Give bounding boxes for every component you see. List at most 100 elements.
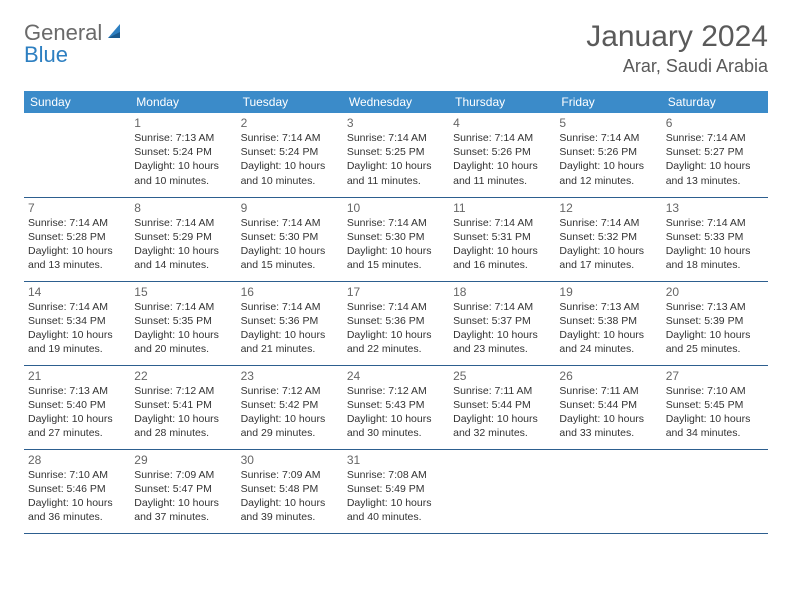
sunset-text: Sunset: 5:47 PM	[134, 482, 232, 496]
day-number: 23	[241, 369, 339, 383]
daylight-text: Daylight: 10 hours and 28 minutes.	[134, 412, 232, 440]
month-title: January 2024	[586, 20, 768, 54]
day-info: Sunrise: 7:13 AMSunset: 5:40 PMDaylight:…	[28, 384, 126, 441]
day-number: 9	[241, 201, 339, 215]
weekday-header: Wednesday	[343, 91, 449, 113]
calendar-cell: 25Sunrise: 7:11 AMSunset: 5:44 PMDayligh…	[449, 365, 555, 449]
day-number: 4	[453, 116, 551, 130]
day-number: 16	[241, 285, 339, 299]
daylight-text: Daylight: 10 hours and 29 minutes.	[241, 412, 339, 440]
sunrise-text: Sunrise: 7:11 AM	[453, 384, 551, 398]
day-number: 21	[28, 369, 126, 383]
sunset-text: Sunset: 5:31 PM	[453, 230, 551, 244]
sunset-text: Sunset: 5:25 PM	[347, 145, 445, 159]
daylight-text: Daylight: 10 hours and 17 minutes.	[559, 244, 657, 272]
sunset-text: Sunset: 5:28 PM	[28, 230, 126, 244]
daylight-text: Daylight: 10 hours and 12 minutes.	[559, 159, 657, 187]
sunset-text: Sunset: 5:49 PM	[347, 482, 445, 496]
daylight-text: Daylight: 10 hours and 37 minutes.	[134, 496, 232, 524]
sunrise-text: Sunrise: 7:10 AM	[666, 384, 764, 398]
daylight-text: Daylight: 10 hours and 24 minutes.	[559, 328, 657, 356]
sunrise-text: Sunrise: 7:13 AM	[28, 384, 126, 398]
day-info: Sunrise: 7:14 AMSunset: 5:30 PMDaylight:…	[347, 216, 445, 273]
calendar-cell: 26Sunrise: 7:11 AMSunset: 5:44 PMDayligh…	[555, 365, 661, 449]
calendar-row: 14Sunrise: 7:14 AMSunset: 5:34 PMDayligh…	[24, 281, 768, 365]
sunrise-text: Sunrise: 7:14 AM	[241, 216, 339, 230]
title-block: January 2024 Arar, Saudi Arabia	[586, 20, 768, 77]
sunset-text: Sunset: 5:24 PM	[241, 145, 339, 159]
sunrise-text: Sunrise: 7:14 AM	[347, 131, 445, 145]
day-info: Sunrise: 7:11 AMSunset: 5:44 PMDaylight:…	[453, 384, 551, 441]
daylight-text: Daylight: 10 hours and 14 minutes.	[134, 244, 232, 272]
day-number: 28	[28, 453, 126, 467]
sunset-text: Sunset: 5:36 PM	[347, 314, 445, 328]
sunrise-text: Sunrise: 7:08 AM	[347, 468, 445, 482]
sunrise-text: Sunrise: 7:14 AM	[28, 300, 126, 314]
sunrise-text: Sunrise: 7:14 AM	[28, 216, 126, 230]
day-info: Sunrise: 7:14 AMSunset: 5:25 PMDaylight:…	[347, 131, 445, 188]
sunset-text: Sunset: 5:45 PM	[666, 398, 764, 412]
sunset-text: Sunset: 5:26 PM	[559, 145, 657, 159]
calendar-cell: 16Sunrise: 7:14 AMSunset: 5:36 PMDayligh…	[237, 281, 343, 365]
day-info: Sunrise: 7:12 AMSunset: 5:41 PMDaylight:…	[134, 384, 232, 441]
day-number: 24	[347, 369, 445, 383]
calendar-cell: 13Sunrise: 7:14 AMSunset: 5:33 PMDayligh…	[662, 197, 768, 281]
sunset-text: Sunset: 5:24 PM	[134, 145, 232, 159]
calendar-cell: 9Sunrise: 7:14 AMSunset: 5:30 PMDaylight…	[237, 197, 343, 281]
calendar-cell: 20Sunrise: 7:13 AMSunset: 5:39 PMDayligh…	[662, 281, 768, 365]
sunrise-text: Sunrise: 7:11 AM	[559, 384, 657, 398]
sunrise-text: Sunrise: 7:09 AM	[241, 468, 339, 482]
sunrise-text: Sunrise: 7:13 AM	[559, 300, 657, 314]
calendar-cell	[24, 113, 130, 197]
day-info: Sunrise: 7:09 AMSunset: 5:48 PMDaylight:…	[241, 468, 339, 525]
calendar-cell	[449, 449, 555, 533]
sunset-text: Sunset: 5:35 PM	[134, 314, 232, 328]
sunrise-text: Sunrise: 7:13 AM	[666, 300, 764, 314]
sunrise-text: Sunrise: 7:12 AM	[241, 384, 339, 398]
sunrise-text: Sunrise: 7:09 AM	[134, 468, 232, 482]
daylight-text: Daylight: 10 hours and 32 minutes.	[453, 412, 551, 440]
daylight-text: Daylight: 10 hours and 11 minutes.	[347, 159, 445, 187]
calendar-cell: 28Sunrise: 7:10 AMSunset: 5:46 PMDayligh…	[24, 449, 130, 533]
calendar-cell: 11Sunrise: 7:14 AMSunset: 5:31 PMDayligh…	[449, 197, 555, 281]
calendar-cell: 24Sunrise: 7:12 AMSunset: 5:43 PMDayligh…	[343, 365, 449, 449]
logo-sail-icon	[106, 22, 126, 45]
day-number: 17	[347, 285, 445, 299]
calendar-cell: 7Sunrise: 7:14 AMSunset: 5:28 PMDaylight…	[24, 197, 130, 281]
day-info: Sunrise: 7:11 AMSunset: 5:44 PMDaylight:…	[559, 384, 657, 441]
sunrise-text: Sunrise: 7:13 AM	[134, 131, 232, 145]
sunset-text: Sunset: 5:34 PM	[28, 314, 126, 328]
day-number: 31	[347, 453, 445, 467]
sunrise-text: Sunrise: 7:14 AM	[453, 216, 551, 230]
daylight-text: Daylight: 10 hours and 33 minutes.	[559, 412, 657, 440]
calendar-body: 1Sunrise: 7:13 AMSunset: 5:24 PMDaylight…	[24, 113, 768, 533]
calendar-cell: 31Sunrise: 7:08 AMSunset: 5:49 PMDayligh…	[343, 449, 449, 533]
sunset-text: Sunset: 5:30 PM	[347, 230, 445, 244]
calendar-cell: 22Sunrise: 7:12 AMSunset: 5:41 PMDayligh…	[130, 365, 236, 449]
day-info: Sunrise: 7:14 AMSunset: 5:36 PMDaylight:…	[347, 300, 445, 357]
day-info: Sunrise: 7:14 AMSunset: 5:26 PMDaylight:…	[559, 131, 657, 188]
header: General January 2024 Arar, Saudi Arabia	[24, 20, 768, 77]
calendar-cell: 29Sunrise: 7:09 AMSunset: 5:47 PMDayligh…	[130, 449, 236, 533]
day-number: 27	[666, 369, 764, 383]
sunrise-text: Sunrise: 7:14 AM	[347, 300, 445, 314]
day-info: Sunrise: 7:14 AMSunset: 5:32 PMDaylight:…	[559, 216, 657, 273]
daylight-text: Daylight: 10 hours and 22 minutes.	[347, 328, 445, 356]
calendar-cell: 5Sunrise: 7:14 AMSunset: 5:26 PMDaylight…	[555, 113, 661, 197]
daylight-text: Daylight: 10 hours and 11 minutes.	[453, 159, 551, 187]
calendar-cell: 15Sunrise: 7:14 AMSunset: 5:35 PMDayligh…	[130, 281, 236, 365]
daylight-text: Daylight: 10 hours and 20 minutes.	[134, 328, 232, 356]
day-info: Sunrise: 7:14 AMSunset: 5:34 PMDaylight:…	[28, 300, 126, 357]
sunrise-text: Sunrise: 7:14 AM	[559, 216, 657, 230]
day-info: Sunrise: 7:14 AMSunset: 5:37 PMDaylight:…	[453, 300, 551, 357]
logo-text-blue-wrap: Blue	[24, 42, 68, 68]
daylight-text: Daylight: 10 hours and 39 minutes.	[241, 496, 339, 524]
calendar-cell: 30Sunrise: 7:09 AMSunset: 5:48 PMDayligh…	[237, 449, 343, 533]
sunset-text: Sunset: 5:39 PM	[666, 314, 764, 328]
day-info: Sunrise: 7:10 AMSunset: 5:45 PMDaylight:…	[666, 384, 764, 441]
day-info: Sunrise: 7:14 AMSunset: 5:28 PMDaylight:…	[28, 216, 126, 273]
calendar-cell: 3Sunrise: 7:14 AMSunset: 5:25 PMDaylight…	[343, 113, 449, 197]
calendar-cell: 10Sunrise: 7:14 AMSunset: 5:30 PMDayligh…	[343, 197, 449, 281]
sunset-text: Sunset: 5:32 PM	[559, 230, 657, 244]
day-info: Sunrise: 7:08 AMSunset: 5:49 PMDaylight:…	[347, 468, 445, 525]
